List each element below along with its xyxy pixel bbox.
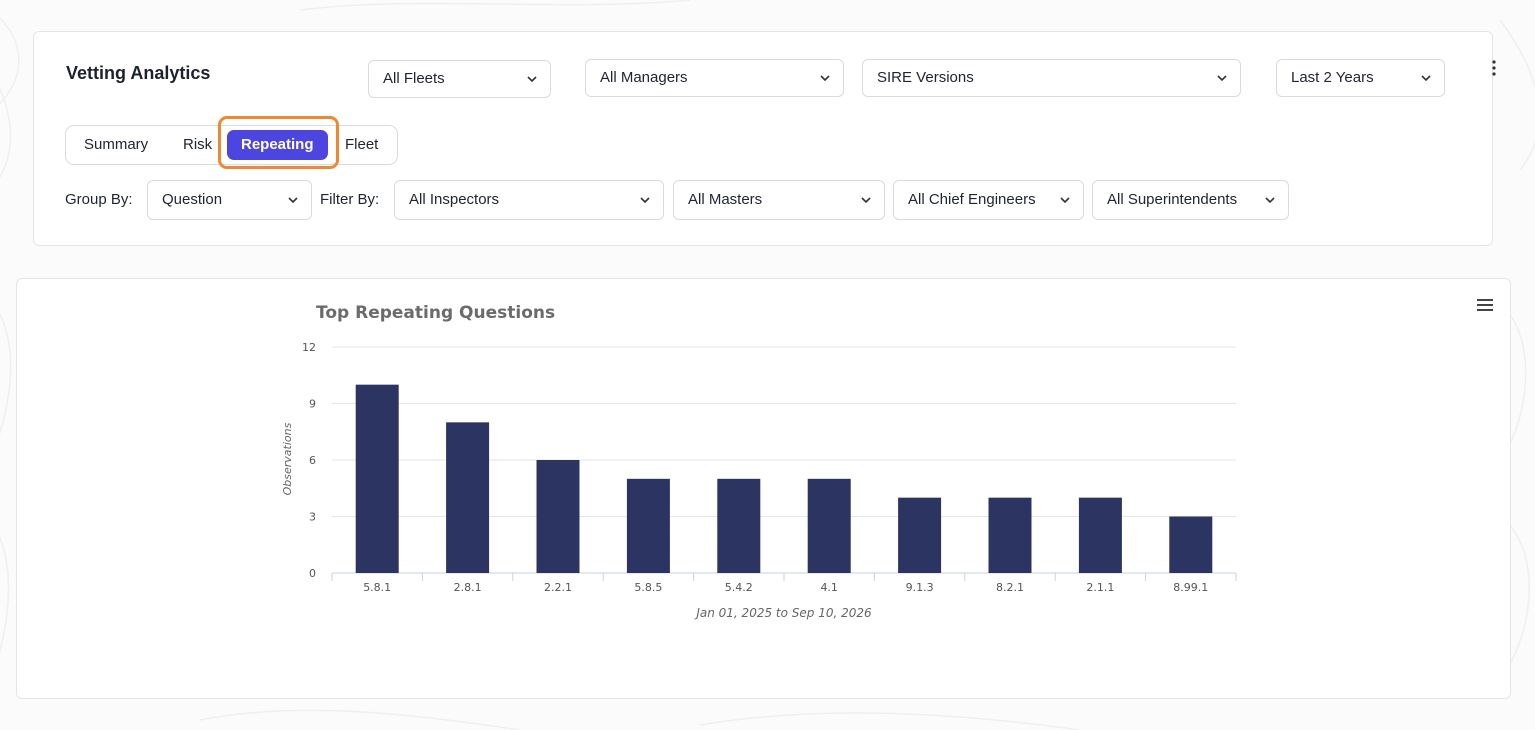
bar[interactable]	[717, 478, 761, 573]
y-axis-ticks: 0 3 6 9 12	[302, 341, 316, 580]
group-by-select[interactable]: Question	[147, 180, 312, 220]
chart-bars	[355, 384, 1213, 574]
chevron-down-icon	[288, 197, 298, 204]
chevron-down-icon	[640, 197, 650, 204]
x-tick-label: 2.1.1	[1086, 581, 1114, 594]
superintendents-select-value: All Superintendents	[1107, 191, 1238, 208]
period-select-value: Last 2 Years	[1291, 69, 1374, 86]
page-title: Vetting Analytics	[66, 63, 211, 83]
superintendents-select[interactable]: All Superintendents	[1092, 180, 1289, 220]
hamburger-icon[interactable]	[1476, 297, 1494, 313]
x-axis-ticks: 5.8.1 2.8.1 2.2.1 5.8.5 5.4.2 4.1 9.1.3 8.2.1 2.…	[331, 573, 1237, 594]
x-tick-label: 2.8.1	[454, 581, 482, 594]
chevron-down-icon	[861, 197, 871, 204]
y-tick-label: 9	[309, 398, 316, 411]
bar[interactable]	[988, 497, 1032, 573]
x-tick-label: 9.1.3	[906, 581, 934, 594]
group-by-select-value: Question	[162, 191, 223, 208]
group-by-label: Group By:	[65, 191, 133, 208]
masters-select-value: All Masters	[688, 191, 763, 208]
x-tick-label: 2.2.1	[544, 581, 572, 594]
x-tick-label: 8.99.1	[1173, 581, 1208, 594]
y-tick-label: 12	[302, 341, 316, 354]
bar[interactable]	[355, 384, 399, 573]
tab-risk[interactable]: Risk	[183, 136, 213, 153]
x-tick-label: 8.2.1	[996, 581, 1024, 594]
bar[interactable]	[536, 460, 580, 573]
tab-bar: Summary Risk Repeating Fleet	[65, 125, 398, 165]
inspectors-select[interactable]: All Inspectors	[394, 180, 664, 220]
tab-fleet[interactable]: Fleet	[345, 136, 379, 153]
masters-select[interactable]: All Masters	[673, 180, 885, 220]
bar-chart: Top Repeating Questions 0 3 6 9 12 5.8.1 2.8.…	[281, 303, 1237, 620]
y-tick-label: 6	[309, 454, 316, 467]
bar[interactable]	[898, 497, 942, 573]
period-select[interactable]: Last 2 Years	[1276, 59, 1445, 97]
manager-select-value: All Managers	[600, 69, 688, 86]
chevron-down-icon	[820, 75, 830, 82]
filter-panel: Vetting Analytics All Fleets All Manager…	[33, 31, 1496, 246]
chart-title: Top Repeating Questions	[316, 303, 555, 323]
filter-by-label: Filter By:	[320, 191, 380, 208]
fleet-select[interactable]: All Fleets	[368, 60, 551, 98]
x-tick-label: 4.1	[820, 581, 838, 594]
bar[interactable]	[807, 478, 851, 573]
y-axis-label: Observations	[281, 422, 294, 495]
chevron-down-icon	[527, 76, 537, 83]
x-tick-label: 5.8.5	[634, 581, 662, 594]
chevron-down-icon	[1060, 197, 1070, 204]
chief-engineers-select-value: All Chief Engineers	[908, 191, 1036, 208]
x-axis-label: Jan 01, 2025 to Sep 10, 2026	[694, 606, 872, 620]
fleet-select-value: All Fleets	[383, 70, 445, 87]
manager-select[interactable]: All Managers	[585, 59, 844, 97]
vertical-dots-icon[interactable]	[1490, 59, 1498, 77]
x-tick-label: 5.4.2	[725, 581, 753, 594]
tab-summary[interactable]: Summary	[84, 136, 149, 153]
bar[interactable]	[1078, 497, 1122, 573]
chevron-down-icon	[1217, 75, 1227, 82]
tab-repeating[interactable]: Repeating	[227, 130, 328, 160]
bar[interactable]	[626, 478, 670, 573]
sire-version-select[interactable]: SIRE Versions	[862, 59, 1241, 97]
chief-engineers-select[interactable]: All Chief Engineers	[893, 180, 1084, 220]
chart-card: Top Repeating Questions 0 3 6 9 12 5.8.1 2.8.…	[16, 278, 1511, 699]
y-tick-label: 3	[309, 511, 316, 524]
x-tick-label: 5.8.1	[363, 581, 391, 594]
bar[interactable]	[446, 422, 490, 573]
sire-version-select-value: SIRE Versions	[877, 69, 974, 86]
chevron-down-icon	[1265, 197, 1275, 204]
inspectors-select-value: All Inspectors	[409, 191, 500, 208]
y-tick-label: 0	[309, 567, 316, 580]
chevron-down-icon	[1421, 75, 1431, 82]
bar[interactable]	[1169, 516, 1213, 574]
